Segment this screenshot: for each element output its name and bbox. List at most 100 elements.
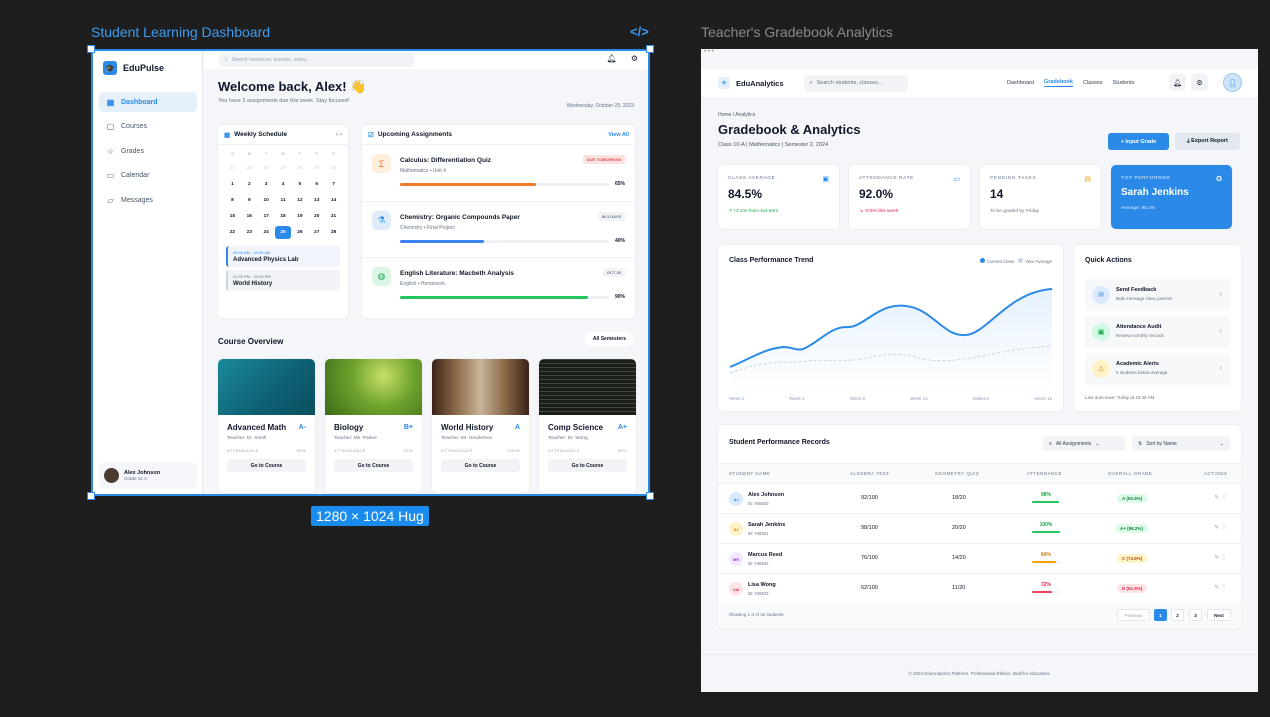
more-vertical-icon[interactable]: ⋮ (1221, 585, 1227, 591)
gear-icon[interactable]: ⚙ (1191, 74, 1208, 91)
quick-action-academic-alerts[interactable]: ⚠ Academic Alerts 5 students below average… (1085, 353, 1230, 385)
more-vertical-icon[interactable]: ⋮ (1221, 525, 1227, 531)
column-header[interactable]: ALGEBRA TEST (850, 471, 890, 476)
search-input[interactable]: ⌕ Search resources, lessons, notes... (219, 53, 414, 67)
sidebar-item-courses[interactable]: ▢ Courses (99, 117, 197, 137)
table-row[interactable]: MR Marcus Reed ID: #45922 76/100 14/20 84… (718, 544, 1241, 574)
column-header[interactable]: STUDENT NAME (729, 471, 771, 476)
calendar-day[interactable]: 4 (281, 182, 285, 187)
more-vertical-icon[interactable]: ⋮ (1221, 495, 1227, 501)
bell-icon[interactable]: 🔔︎ (606, 54, 617, 63)
calendar-day[interactable]: 17 (263, 214, 269, 219)
assignment-item[interactable]: ◍ English Literature: Macbeth Analysis E… (362, 258, 635, 315)
assignment-filter-dropdown[interactable]: ≡ All Assignments ⌄ (1043, 436, 1125, 451)
frame-title-teacher[interactable]: Teacher's Gradebook Analytics (701, 24, 893, 40)
sidebar-item-messages[interactable]: ▱ Messages (99, 190, 197, 210)
column-header[interactable]: OVERALL GRADE (1108, 471, 1153, 476)
sidebar-item-dashboard[interactable]: ▦ Dashboard (99, 92, 197, 112)
resize-handle[interactable] (87, 492, 95, 500)
user-profile[interactable]: Alex Johnson Grade 11-A (99, 462, 197, 488)
resize-handle[interactable] (646, 492, 654, 500)
calendar-day[interactable]: 25 (274, 226, 292, 239)
calendar-day[interactable]: 24 (229, 166, 236, 171)
export-report-button[interactable]: ⤓ Export Report (1175, 133, 1240, 150)
go-to-course-button[interactable]: Go to Course (548, 459, 627, 472)
student-dashboard-frame[interactable]: 🎓 EduPulse ▦ Dashboard ▢ Courses ☆ Grades ▭… (91, 49, 650, 496)
page-3-button[interactable]: 3 (1189, 609, 1202, 621)
edit-icon[interactable]: ✎ (1214, 585, 1220, 591)
calendar-day[interactable]: 15 (229, 214, 236, 219)
calendar-day[interactable]: 19 (297, 214, 303, 219)
search-input[interactable]: ⌕ Search students, classes... (803, 74, 908, 92)
calendar-day[interactable]: 28 (330, 230, 337, 235)
calendar-day[interactable]: 21 (330, 214, 337, 219)
semester-filter-button[interactable]: All Semesters (584, 332, 634, 346)
row-actions[interactable]: ✎ ⋮ (1214, 524, 1227, 531)
edit-icon[interactable]: ✎ (1214, 495, 1220, 501)
go-to-course-button[interactable]: Go to Course (227, 459, 306, 472)
calendar-day[interactable]: 7 (332, 182, 335, 187)
calendar-day[interactable]: 9 (247, 198, 251, 203)
calendar-day[interactable]: 26 (263, 166, 269, 171)
event-item[interactable]: 01:00 PM - 02:00 PM World History (226, 270, 340, 291)
calendar-day[interactable]: 11 (280, 198, 286, 203)
calendar-day[interactable]: 1 (231, 182, 234, 187)
calendar-day[interactable]: 5 (298, 182, 302, 187)
course-card[interactable]: Comp Science A+ Teacher: Dr. Wong ATTENDA… (539, 359, 636, 493)
code-icon[interactable]: </> (630, 24, 649, 39)
calendar-day[interactable]: 10 (263, 198, 269, 203)
column-header[interactable]: GEOMETRY QUIZ (935, 471, 980, 476)
table-row[interactable]: SJ Sarah Jenkins ID: #45921 98/100 20/20 … (718, 514, 1241, 544)
calendar-day[interactable]: 12 (297, 198, 303, 203)
resize-handle[interactable] (646, 45, 654, 53)
calendar-day[interactable]: 23 (246, 230, 252, 235)
nav-dashboard[interactable]: Dashboard (1007, 80, 1034, 86)
nav-students[interactable]: Students (1112, 80, 1135, 86)
view-all-link[interactable]: View All (608, 131, 629, 138)
calendar-day[interactable]: 24 (263, 230, 269, 235)
quick-action-attendance-audit[interactable]: ▣ Attendance Audit Review monthly records › (1085, 316, 1230, 348)
go-to-course-button[interactable]: Go to Course (334, 459, 413, 472)
calendar-day[interactable]: 8 (231, 198, 234, 203)
frame-title-student[interactable]: Student Learning Dashboard (91, 24, 271, 40)
go-to-course-button[interactable]: Go to Course (441, 459, 520, 472)
page-2-button[interactable]: 2 (1171, 609, 1184, 621)
teacher-gradebook-frame[interactable]: • • • ✧ EduAnalytics ⌕ Search students, cl… (701, 49, 1258, 692)
table-row[interactable]: AJ Alex Johnson ID: #45920 92/100 18/20 9… (718, 484, 1241, 514)
prev-next-arrows[interactable]: ‹ › (335, 131, 342, 138)
assignment-item[interactable]: ⚗ Chemistry: Organic Compounds Paper Che… (362, 202, 635, 258)
calendar-day[interactable]: 28 (297, 166, 303, 171)
calendar-day[interactable]: 18 (280, 214, 286, 219)
calendar-day[interactable]: 27 (314, 230, 320, 235)
calendar-day[interactable]: 29 (314, 166, 320, 171)
calendar-day[interactable]: 14 (330, 198, 337, 203)
row-actions[interactable]: ✎ ⋮ (1214, 494, 1227, 501)
calendar-day[interactable]: 20 (314, 214, 320, 219)
edit-icon[interactable]: ✎ (1214, 555, 1220, 561)
user-avatar-icon[interactable]: 👤︎ (1224, 74, 1241, 91)
course-card[interactable]: Biology B+ Teacher: Ms. Parker ATTENDANCE… (325, 359, 422, 493)
course-card[interactable]: Advanced Math A- Teacher: Dr. Smith ATTEN… (218, 359, 315, 493)
resize-handle[interactable] (87, 45, 95, 53)
column-header[interactable]: ATTENDANCE (1027, 471, 1063, 476)
calendar-day[interactable]: 16 (246, 214, 252, 219)
course-card[interactable]: World History A Teacher: Mr. Henderson AT… (432, 359, 529, 493)
calendar-day[interactable]: 2 (247, 182, 251, 187)
row-actions[interactable]: ✎ ⋮ (1214, 554, 1227, 561)
sort-dropdown[interactable]: ⇅ Sort by Name ⌄ (1132, 436, 1230, 451)
calendar-day[interactable]: 25 (246, 166, 252, 171)
calendar-day[interactable]: 13 (314, 198, 320, 203)
previous-page-button[interactable]: Previous (1117, 609, 1150, 621)
calendar-day[interactable]: 26 (297, 230, 303, 235)
sidebar-item-calendar[interactable]: ▭ Calendar (99, 166, 197, 186)
quick-action-send-feedback[interactable]: ✉ Send Feedback Bulk message class parents… (1085, 279, 1230, 311)
input-grade-button[interactable]: + Input Grade (1108, 133, 1169, 150)
page-1-button[interactable]: 1 (1154, 609, 1167, 621)
calendar-day[interactable]: 3 (264, 182, 268, 187)
row-actions[interactable]: ✎ ⋮ (1214, 584, 1227, 591)
next-page-button[interactable]: Next (1207, 609, 1231, 621)
gear-icon[interactable]: ⚙ (630, 54, 638, 63)
calendar-day[interactable]: 22 (229, 230, 236, 235)
event-item[interactable]: 09:00 AM - 10:30 AM Advanced Physics Lab (226, 246, 340, 267)
nav-gradebook[interactable]: Gradebook (1043, 79, 1073, 87)
